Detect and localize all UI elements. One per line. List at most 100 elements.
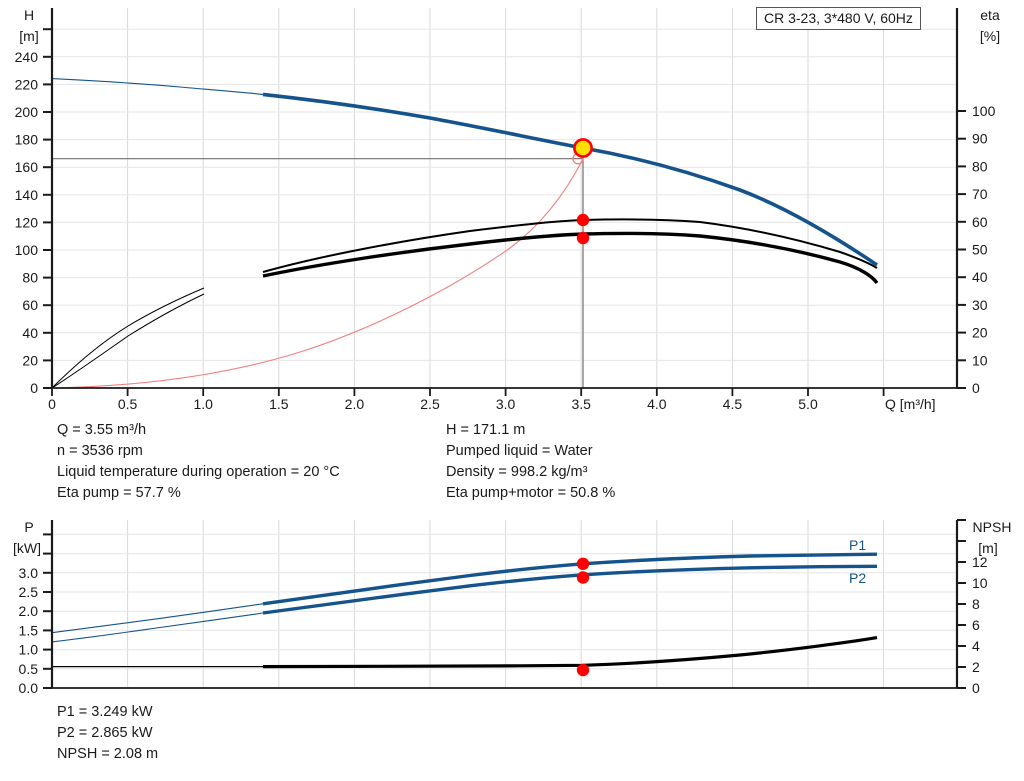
npsh-duty-marker[interactable] (576, 663, 590, 677)
system-curve (51, 158, 584, 389)
eta-pump-motor-curve-thin (51, 293, 205, 389)
head-curve-thin (51, 78, 264, 95)
svg-text:12: 12 (972, 554, 988, 570)
svg-text:140: 140 (15, 187, 39, 203)
svg-text:0.0: 0.0 (19, 680, 39, 696)
eta-pump-motor-duty-marker[interactable] (576, 231, 590, 245)
svg-text:0.5: 0.5 (19, 661, 39, 677)
readout-density: Density = 998.2 kg/m³ (446, 464, 588, 480)
svg-text:3.0: 3.0 (19, 565, 39, 581)
svg-text:1.5: 1.5 (269, 396, 289, 412)
svg-text:2.5: 2.5 (19, 584, 39, 600)
eta-pump-curve-thin (51, 287, 205, 389)
svg-text:40: 40 (972, 269, 988, 285)
svg-text:6: 6 (972, 617, 980, 633)
svg-text:2.5: 2.5 (420, 396, 440, 412)
svg-text:20: 20 (972, 325, 988, 341)
svg-text:20: 20 (22, 352, 38, 368)
svg-text:2: 2 (972, 659, 980, 675)
readout-left-column: Q = 3.55 m³/h n = 3536 rpm Liquid temper… (57, 420, 340, 504)
q-axis-label: Q [m³/h] (885, 396, 936, 412)
plot-background (52, 8, 957, 388)
eta-pump-curve (262, 218, 878, 273)
readout-eta-pump-motor: Eta pump+motor = 50.8 % (446, 485, 616, 501)
npsh-axis-label: NPSH (973, 519, 1012, 535)
readout-right-column: H = 171.1 m Pumped liquid = Water Densit… (446, 420, 615, 504)
p-axis-ticks (43, 533, 52, 689)
right-axis-ticks (957, 110, 966, 389)
svg-text:0: 0 (30, 380, 38, 396)
svg-text:50: 50 (972, 242, 988, 258)
svg-text:60: 60 (972, 214, 988, 230)
h-axis-tick-labels: 0 20 40 60 80 100 120 140 160 180 200 22… (15, 49, 39, 396)
p2-series-label: P2 (849, 570, 866, 586)
readout-bottom-column: P1 = 3.249 kW P2 = 2.865 kW NPSH = 2.08 … (57, 702, 158, 765)
npsh-axis-tick-labels: 0 2 4 6 8 10 12 (972, 554, 988, 696)
npsh-axis-ticks (957, 519, 966, 689)
horizontal-gridlines (52, 28, 957, 361)
svg-text:0: 0 (48, 396, 56, 412)
left-axis-ticks (43, 28, 52, 389)
svg-text:4.0: 4.0 (647, 396, 667, 412)
pump-title-box: CR 3-23, 3*480 V, 60Hz (756, 7, 921, 30)
vertical-gridlines (127, 8, 885, 388)
readout-h: H = 171.1 m (446, 422, 526, 438)
svg-text:160: 160 (15, 159, 39, 175)
svg-text:70: 70 (972, 186, 988, 202)
readout-npsh: NPSH = 2.08 m (57, 746, 159, 762)
svg-text:30: 30 (972, 297, 988, 313)
svg-text:3.5: 3.5 (571, 396, 591, 412)
p1-curve-thin (51, 603, 264, 634)
p-axis-unit: [kW] (13, 540, 41, 556)
svg-text:100: 100 (15, 242, 39, 258)
q-axis-tick-labels: 0 0.5 1.0 1.5 2.0 2.5 3.0 3.5 4.0 4.5 5.… (48, 396, 818, 412)
eta-axis-label: eta (980, 7, 1000, 23)
svg-text:100: 100 (972, 103, 996, 119)
svg-text:220: 220 (15, 76, 39, 92)
svg-text:80: 80 (972, 158, 988, 174)
svg-text:10: 10 (972, 575, 988, 591)
power-npsh-plot: P1 P2 P (13, 519, 1012, 696)
svg-text:4: 4 (972, 638, 980, 654)
svg-text:1.0: 1.0 (193, 396, 213, 412)
svg-text:240: 240 (15, 49, 39, 65)
duty-point-marker[interactable] (573, 138, 593, 158)
svg-text:0.5: 0.5 (118, 396, 138, 412)
svg-text:1.0: 1.0 (19, 642, 39, 658)
p-axis-tick-labels: 0.0 0.5 1.0 1.5 2.0 2.5 3.0 (19, 565, 39, 696)
p2-curve-thin (51, 612, 264, 643)
p2-duty-marker[interactable] (576, 571, 590, 584)
svg-text:10: 10 (972, 352, 988, 368)
eta-pump-motor-curve (262, 231, 879, 285)
eta-axis-tick-labels: 0 10 20 30 40 50 60 70 80 90 100 (972, 103, 996, 396)
readout-q: Q = 3.55 m³/h (57, 422, 147, 438)
svg-text:180: 180 (15, 132, 39, 148)
svg-text:90: 90 (972, 131, 988, 147)
readout-speed: n = 3536 rpm (57, 443, 143, 459)
p1-series-label: P1 (849, 537, 866, 553)
svg-text:3.0: 3.0 (496, 396, 516, 412)
svg-text:4.5: 4.5 (723, 396, 743, 412)
svg-text:120: 120 (15, 214, 39, 230)
vertical-gridlines-lower (127, 520, 885, 688)
readout-pumped-liquid: Pumped liquid = Water (446, 443, 593, 459)
head-efficiency-chart: H [m] 0 20 40 60 80 100 120 140 160 180 … (15, 7, 1000, 412)
eta-axis-unit: [%] (980, 28, 1000, 44)
svg-text:0: 0 (972, 380, 980, 396)
svg-text:2.0: 2.0 (345, 396, 365, 412)
head-efficiency-plot: H [m] 0 20 40 60 80 100 120 140 160 180 … (15, 7, 1000, 412)
p1-duty-marker[interactable] (576, 557, 590, 570)
readout-p1: P1 = 3.249 kW (57, 704, 153, 720)
svg-text:8: 8 (972, 596, 980, 612)
svg-text:1.5: 1.5 (19, 622, 39, 638)
readout-liquid-temperature: Liquid temperature during operation = 20… (57, 464, 340, 480)
readout-eta-pump: Eta pump = 57.7 % (57, 485, 181, 501)
p-axis-label: P (24, 519, 33, 535)
plot-background-lower (52, 520, 957, 688)
eta-pump-duty-marker[interactable] (576, 213, 590, 227)
svg-text:2.0: 2.0 (19, 603, 39, 619)
npsh-axis-unit: [m] (978, 540, 997, 556)
svg-text:60: 60 (22, 297, 38, 313)
power-npsh-chart: P1 P2 P (0, 512, 1024, 702)
readout-p2: P2 = 2.865 kW (57, 725, 153, 741)
